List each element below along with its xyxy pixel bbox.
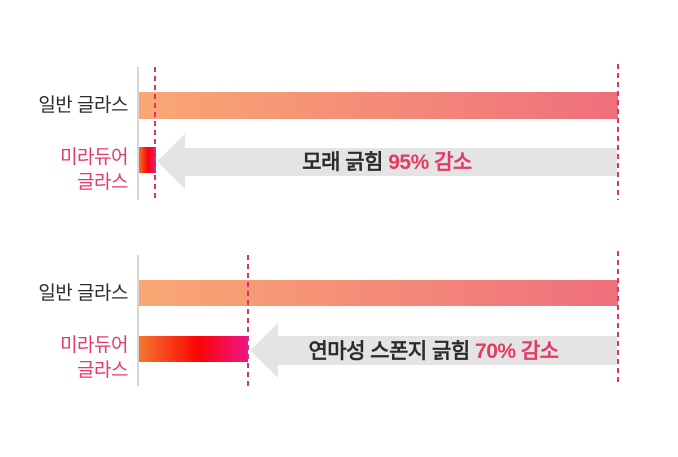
annotation-accent-text: 95% 감소 bbox=[388, 151, 472, 174]
full-scale-marker-line-bottom bbox=[617, 251, 619, 386]
reduction-marker-line-bottom bbox=[247, 255, 249, 386]
annotation-plain-text: 연마성 스폰지 긁힘 bbox=[308, 340, 476, 363]
label-miradure-line1: 미라듀어 bbox=[60, 335, 128, 356]
label-miradure-glass-bottom: 미라듀어 글라스 bbox=[0, 333, 128, 383]
label-miradure-line1: 미라듀어 bbox=[60, 147, 128, 168]
regular-glass-bar-top bbox=[138, 92, 618, 119]
left-arrow-icon bbox=[250, 323, 617, 378]
left-arrow-icon bbox=[157, 134, 617, 189]
label-regular-glass-top: 일반 글라스 bbox=[38, 95, 128, 116]
label-miradure-glass-top: 미라듀어 글라스 bbox=[0, 145, 128, 195]
label-miradure-line2: 글라스 bbox=[77, 360, 128, 381]
full-scale-marker-line-top bbox=[617, 64, 619, 200]
reduction-marker-line-top bbox=[154, 67, 156, 200]
miradure-glass-bar-top bbox=[138, 147, 156, 173]
regular-glass-bar-bottom bbox=[138, 280, 618, 306]
label-miradure-line2: 글라스 bbox=[77, 172, 128, 193]
annotation-sand-scratch: 모래 긁힘 95% 감소 bbox=[157, 146, 617, 176]
annotation-sponge-scratch: 연마성 스폰지 긁힘 70% 감소 bbox=[250, 335, 617, 365]
baseline-axis-bottom bbox=[137, 255, 139, 386]
baseline-axis-top bbox=[137, 67, 139, 200]
annotation-plain-text: 모래 긁힘 bbox=[302, 151, 389, 174]
annotation-accent-text: 70% 감소 bbox=[475, 340, 559, 363]
label-regular-glass-bottom: 일반 글라스 bbox=[38, 283, 128, 304]
miradure-glass-bar-bottom bbox=[138, 336, 248, 362]
